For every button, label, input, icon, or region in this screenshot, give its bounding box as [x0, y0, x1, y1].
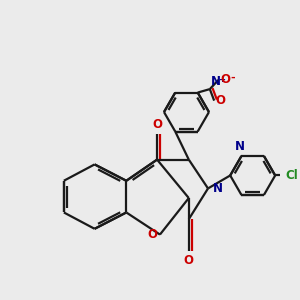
Text: O: O: [152, 118, 162, 131]
Text: O: O: [183, 254, 193, 267]
Text: N: N: [211, 75, 221, 88]
Text: N: N: [213, 182, 223, 195]
Text: +: +: [218, 75, 225, 84]
Text: Cl: Cl: [286, 169, 298, 182]
Text: O: O: [148, 228, 158, 241]
Text: O: O: [220, 74, 230, 86]
Text: O: O: [216, 94, 226, 107]
Text: -: -: [231, 73, 235, 82]
Text: N: N: [235, 140, 245, 152]
